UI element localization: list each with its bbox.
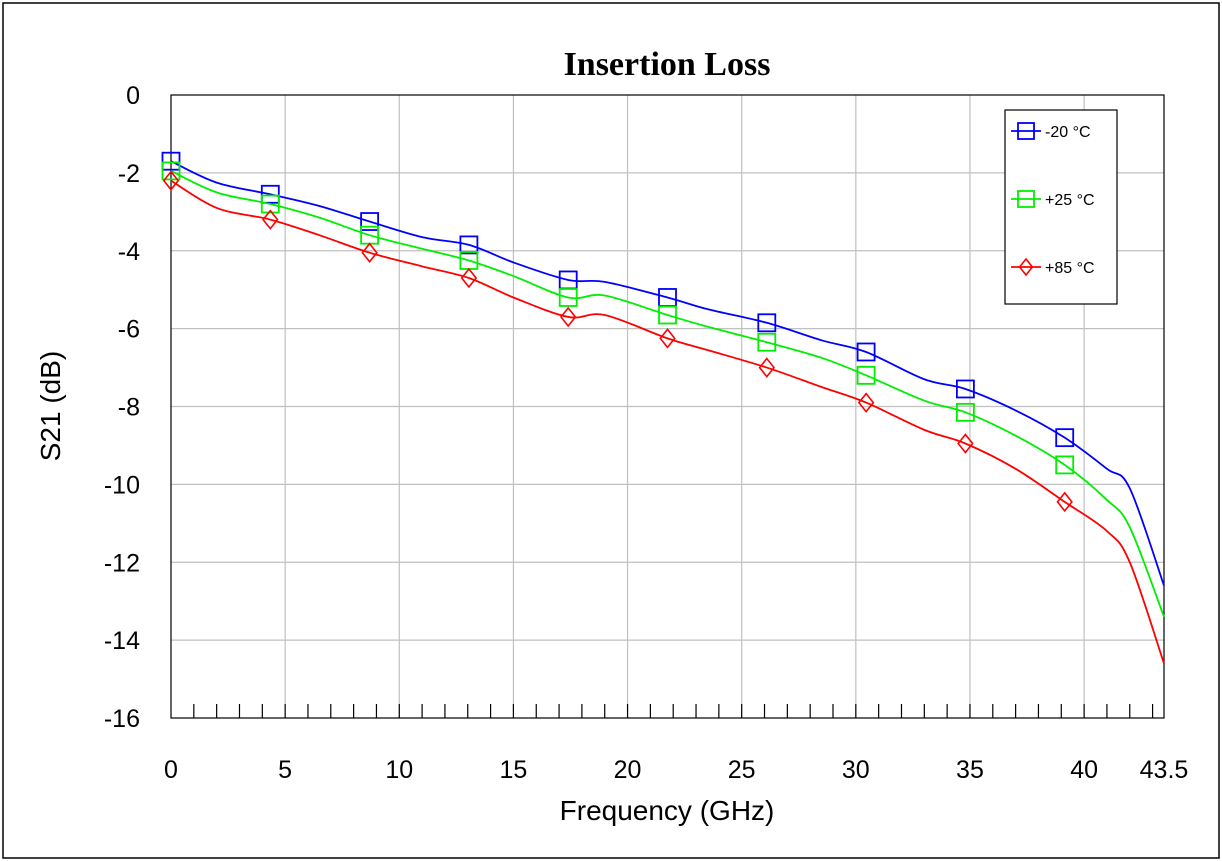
diamond-marker <box>1056 491 1073 513</box>
legend-label: +25 °C <box>1045 192 1095 209</box>
square-marker <box>658 305 677 325</box>
legend-item-3: +85 °C <box>1011 257 1095 277</box>
square-marker <box>757 332 777 352</box>
diamond-marker <box>758 357 776 378</box>
y-tick-label: -6 <box>118 316 140 344</box>
series-2 <box>161 161 1165 618</box>
y-tick-label: -4 <box>118 238 140 266</box>
plot-area-border <box>170 94 1165 719</box>
series-line <box>170 160 1165 586</box>
x-tick-label: 15 <box>500 756 528 784</box>
x-tick-label: 43.5 <box>1140 756 1189 784</box>
square-marker <box>956 379 975 399</box>
y-axis-tick-labels: 0 -2 -4 -6 -8 -10 -12 -14 -16 <box>104 82 140 733</box>
plot-area <box>170 94 1165 719</box>
series-line <box>170 170 1165 618</box>
legend-diamond-marker <box>1018 257 1034 277</box>
square-marker <box>856 365 876 385</box>
square-marker <box>459 235 479 255</box>
diamond-marker <box>361 242 378 263</box>
legend-square-marker <box>1017 122 1035 140</box>
y-axis-label: S21 (dB) <box>35 351 66 462</box>
x-tick-label: 5 <box>278 756 292 784</box>
grid <box>171 95 1164 718</box>
x-tick-label: 40 <box>1070 756 1098 784</box>
square-marker <box>260 184 280 204</box>
chart-title: Insertion Loss <box>564 46 771 83</box>
x-tick-label: 20 <box>614 756 642 784</box>
diamond-marker <box>262 209 279 230</box>
x-axis-tick-labels: 0 5 10 15 20 25 30 35 40 43.5 <box>164 756 1188 784</box>
square-marker <box>1055 428 1075 448</box>
x-tick-label: 35 <box>956 756 984 784</box>
square-marker <box>558 288 578 307</box>
legend-label: +85 °C <box>1045 260 1095 277</box>
diamond-marker <box>162 170 180 191</box>
y-tick-label: -8 <box>118 394 140 422</box>
legend-item-1: -20 °C <box>1011 122 1091 141</box>
y-tick-label: -16 <box>104 705 140 733</box>
x-tick-label: 25 <box>728 756 756 784</box>
x-tick-label: 0 <box>164 756 178 784</box>
square-marker <box>161 151 181 171</box>
series-3 <box>162 170 1165 664</box>
x-tick-label: 30 <box>842 756 870 784</box>
x-axis-label: Frequency (GHz) <box>560 795 775 826</box>
legend: -20 °C +25 °C +85 °C <box>1004 109 1118 305</box>
diamond-marker <box>957 433 974 454</box>
y-tick-label: -2 <box>118 160 140 188</box>
legend-item-2: +25 °C <box>1011 190 1095 209</box>
series-1 <box>161 151 1165 586</box>
legend-label: -20 °C <box>1045 124 1091 141</box>
x-minor-ticks <box>193 704 1154 718</box>
y-tick-label: -10 <box>104 471 140 499</box>
square-marker <box>260 194 280 214</box>
square-marker <box>856 342 876 362</box>
square-marker <box>956 402 975 422</box>
y-tick-label: -12 <box>104 549 140 577</box>
square-marker <box>1055 455 1075 475</box>
square-marker <box>161 161 181 181</box>
legend-square-marker <box>1017 190 1035 208</box>
series-layer <box>161 151 1165 664</box>
diamond-marker <box>659 328 676 349</box>
square-marker <box>360 212 380 231</box>
y-tick-label: -14 <box>104 627 140 655</box>
x-tick-label: 10 <box>385 756 413 784</box>
diamond-marker <box>559 306 577 328</box>
y-tick-label: 0 <box>126 82 140 110</box>
square-marker <box>757 313 777 333</box>
series-line <box>170 179 1165 664</box>
diamond-marker <box>857 392 875 413</box>
diamond-marker <box>460 267 478 289</box>
